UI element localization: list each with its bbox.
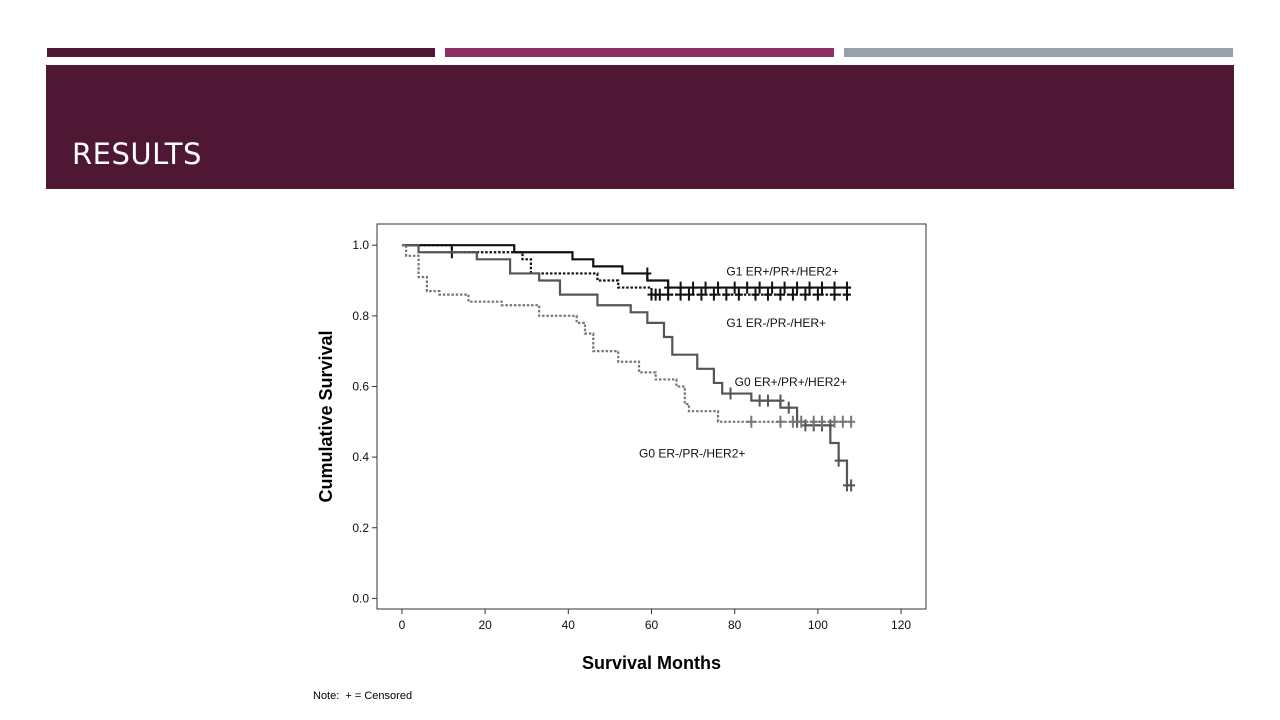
censored-mark	[801, 419, 810, 432]
title-band: RESULTS	[46, 65, 1234, 189]
censored-mark	[643, 267, 652, 280]
censored-mark	[726, 387, 735, 400]
censored-mark	[763, 288, 772, 301]
censored-mark	[664, 288, 673, 301]
censored-mark	[776, 288, 785, 301]
censored-mark	[763, 394, 772, 407]
series-label-1: G1 ER+/PR+/HER2+	[726, 264, 838, 278]
censored-mark	[747, 415, 756, 428]
x-tick-label: 100	[808, 618, 828, 632]
censored-mark	[697, 288, 706, 301]
censored-mark	[793, 281, 802, 294]
censored-mark	[847, 415, 856, 428]
x-tick-label: 120	[891, 618, 911, 632]
censored-mark	[830, 288, 839, 301]
survival-chart: 0 20 40 60 80 100 120 0.0 0.2 0.4 0.6 0.8 1.0 Surviva…	[316, 223, 927, 673]
censored-mark	[826, 419, 835, 432]
censored-mark	[784, 401, 793, 414]
censored-mark	[655, 288, 664, 301]
censored-mark	[809, 415, 818, 428]
censored-mark	[743, 281, 752, 294]
series-line-3	[401, 244, 852, 487]
y-tick-label: 1.0	[352, 238, 369, 252]
x-tick-label: 60	[645, 618, 659, 632]
censored-mark	[780, 281, 789, 294]
censored-mark	[701, 281, 710, 294]
slide-title: RESULTS	[72, 137, 202, 171]
series-line-4	[401, 244, 852, 423]
censored-mark	[676, 288, 685, 301]
censored-mark	[838, 415, 847, 428]
censored-mark	[709, 288, 718, 301]
censored-mark	[813, 288, 822, 301]
series-line-2	[401, 244, 852, 296]
series-line-1	[401, 244, 852, 289]
censored-mark	[830, 415, 839, 428]
censored-mark	[722, 288, 731, 301]
x-tick-label: 20	[478, 618, 492, 632]
censored-mark	[788, 415, 797, 428]
censored-mark	[801, 288, 810, 301]
y-axis-label: Cumulative Survival	[316, 330, 336, 502]
censored-mark	[776, 394, 785, 407]
y-tick-label: 0.8	[352, 309, 369, 323]
censored-mark	[788, 288, 797, 301]
y-tick-label: 0.4	[352, 450, 369, 464]
y-tick-label: 0.0	[352, 591, 369, 605]
censored-mark	[842, 288, 851, 301]
censored-mark	[834, 454, 843, 467]
accent-bar-grey	[844, 48, 1233, 57]
censored-mark	[805, 281, 814, 294]
censored-mark	[714, 281, 723, 294]
censored-mark	[797, 415, 806, 428]
accent-bar-dark	[47, 48, 435, 57]
censored-mark	[776, 415, 785, 428]
censored-mark	[684, 288, 693, 301]
censored-mark	[818, 415, 827, 428]
series-label-2: G1 ER-/PR-/HER+	[726, 316, 826, 330]
censored-mark	[730, 281, 739, 294]
censored-mark	[847, 479, 856, 492]
accent-bar-magenta	[445, 48, 834, 57]
censored-mark	[734, 288, 743, 301]
y-tick-label: 0.2	[352, 521, 369, 535]
censored-mark	[689, 281, 698, 294]
censored-mark	[751, 288, 760, 301]
censored-mark	[768, 281, 777, 294]
censored-note: Note: + = Censored	[313, 690, 413, 702]
censored-mark	[818, 281, 827, 294]
x-axis-label: Survival Months	[582, 653, 721, 673]
x-tick-label: 80	[728, 618, 742, 632]
censored-mark	[755, 394, 764, 407]
y-tick-label: 0.6	[352, 379, 369, 393]
censored-mark	[755, 281, 764, 294]
x-tick-label: 40	[562, 618, 576, 632]
series-label-3: G0 ER+/PR+/HER2+	[735, 375, 847, 389]
x-tick-label: 0	[399, 618, 406, 632]
series-label-4: G0 ER-/PR-/HER2+	[639, 447, 745, 461]
